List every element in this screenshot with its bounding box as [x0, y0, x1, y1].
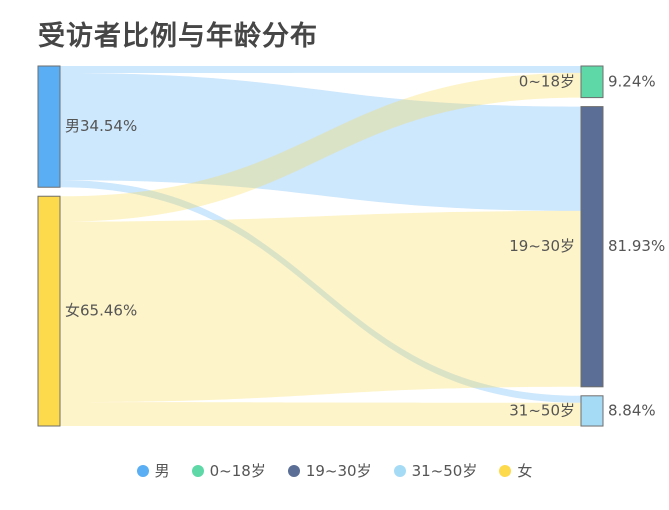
legend-dot-icon: [136, 464, 149, 477]
sankey-nodes: [37, 65, 604, 427]
node-male: [37, 65, 61, 188]
legend-item-0[interactable]: 男: [136, 460, 170, 481]
link-female-age0: [60, 72, 581, 222]
node-female: [37, 195, 61, 427]
legend-item-2[interactable]: 19~30岁: [287, 460, 372, 481]
sankey-links: [60, 66, 581, 427]
legend: 男 0~18岁 19~30岁 31~50岁 女: [0, 460, 669, 481]
legend-dot-icon: [287, 464, 300, 477]
label-age0-name: 0~18岁: [519, 72, 575, 90]
node-age0: [580, 65, 604, 99]
chart-title: 受访者比例与年龄分布: [38, 21, 318, 52]
legend-dot-icon: [499, 464, 512, 477]
legend-dot-icon: [393, 464, 406, 477]
label-female: 女65.46%: [65, 302, 137, 320]
label-male: 男34.54%: [65, 117, 137, 135]
sankey-labels: 男34.54% 女65.46% 0~18岁 9.24% 19~30岁 81.93% 31~5…: [65, 72, 665, 419]
label-age19-name: 19~30岁: [509, 237, 575, 255]
node-age19: [580, 106, 604, 388]
link-male-age31: [60, 180, 581, 403]
link-female-age31: [60, 402, 581, 427]
legend-label: 男: [154, 462, 170, 480]
legend-label: 0~18岁: [209, 462, 266, 480]
legend-label: 女: [517, 462, 533, 480]
legend-item-3[interactable]: 31~50岁: [393, 460, 478, 481]
label-age19-percent: 81.93%: [608, 237, 665, 255]
legend-dot-icon: [191, 464, 204, 477]
legend-item-1[interactable]: 0~18岁: [191, 460, 266, 481]
link-female-age19: [60, 210, 581, 403]
sankey-chart: 男34.54% 女65.46% 0~18岁 9.24% 19~30岁 81.93% 31~5…: [37, 65, 665, 427]
node-age31: [580, 395, 604, 427]
label-age0-percent: 9.24%: [608, 72, 656, 90]
legend-item-4[interactable]: 女: [499, 460, 532, 481]
label-age31-name: 31~50岁: [509, 401, 575, 419]
legend-label: 19~30岁: [305, 462, 372, 480]
link-male-age0: [60, 66, 581, 74]
legend-label: 31~50岁: [411, 462, 478, 480]
link-male-age19: [60, 73, 581, 211]
label-age31-percent: 8.84%: [608, 401, 656, 419]
